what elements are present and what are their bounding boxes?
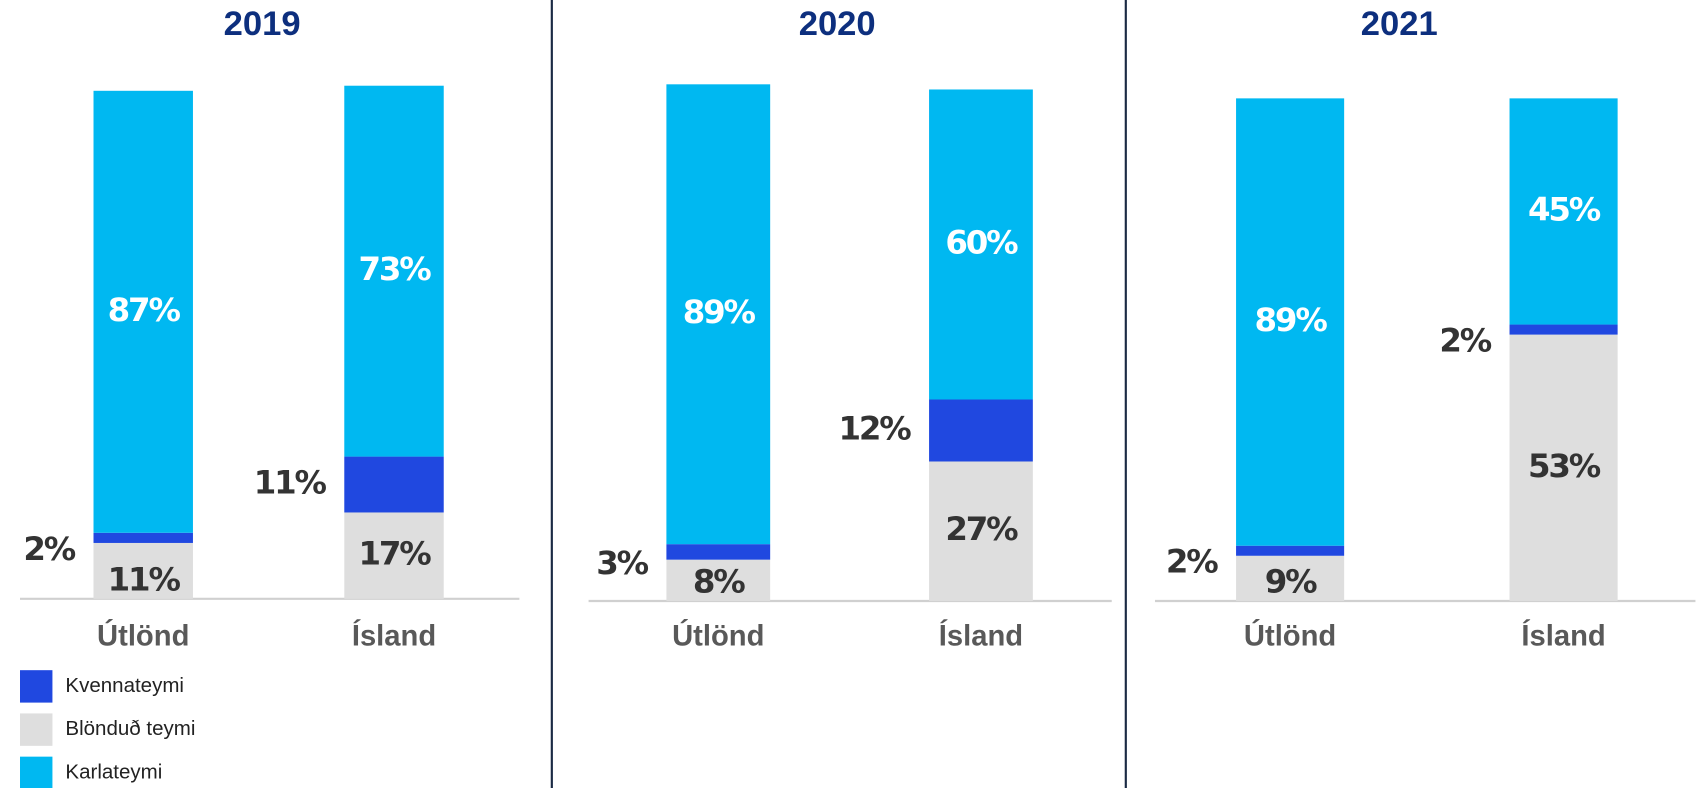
bar-segment	[344, 85, 444, 457]
value-label: 2%	[23, 530, 75, 568]
value-label: 89%	[1255, 301, 1328, 339]
value-label: 89%	[683, 293, 756, 331]
x-tick-label: Ísland	[1521, 618, 1605, 652]
bar-segment	[1236, 555, 1345, 601]
legend-swatch	[20, 713, 53, 746]
bar-segment	[666, 84, 771, 545]
bar-segment	[929, 461, 1033, 601]
value-label: 12%	[839, 409, 912, 447]
value-label: 9%	[1265, 563, 1317, 601]
value-label: 60%	[945, 223, 1018, 261]
x-tick-label: Útlönd	[1244, 618, 1336, 652]
bar-segment	[1236, 545, 1345, 556]
value-label: 53%	[1528, 447, 1601, 485]
chart-title: 2021	[1361, 5, 1438, 43]
bar-segment	[93, 90, 193, 533]
chart-title: 2020	[799, 5, 876, 43]
value-label: 87%	[108, 291, 181, 329]
value-label: 27%	[945, 510, 1018, 548]
bar-segment	[1509, 334, 1618, 601]
legend-swatch	[20, 756, 53, 788]
value-label: 45%	[1528, 190, 1601, 228]
bar-segment	[666, 559, 771, 601]
bar-segment	[1509, 324, 1618, 335]
chart-title: 2019	[224, 5, 301, 43]
bar-segment	[344, 512, 444, 599]
value-label: 2%	[1439, 322, 1491, 360]
x-tick-label: Útlönd	[672, 618, 764, 652]
legend-label: Blönduð teymi	[65, 717, 195, 740]
value-label: 11%	[254, 464, 327, 502]
value-label: 2%	[1166, 543, 1218, 581]
bar-segment	[929, 89, 1033, 400]
legend-label: Karlateymi	[65, 760, 162, 783]
x-tick-label: Ísland	[352, 618, 436, 652]
x-tick-label: Útlönd	[97, 618, 189, 652]
value-label: 17%	[358, 535, 431, 573]
bar-segment	[1236, 98, 1345, 546]
legend-swatch	[20, 670, 53, 703]
bar-segment	[666, 544, 771, 560]
value-label: 8%	[693, 563, 745, 601]
bar-segment	[929, 399, 1033, 462]
bar-segment	[93, 532, 193, 543]
bar-segment	[1509, 98, 1618, 325]
bar-segment	[93, 542, 193, 599]
value-label: 3%	[596, 544, 648, 582]
value-label: 73%	[358, 250, 431, 288]
value-label: 11%	[108, 561, 181, 599]
x-tick-label: Ísland	[939, 618, 1023, 652]
bar-segment	[344, 456, 444, 513]
legend-label: Kvennateymi	[65, 674, 184, 697]
